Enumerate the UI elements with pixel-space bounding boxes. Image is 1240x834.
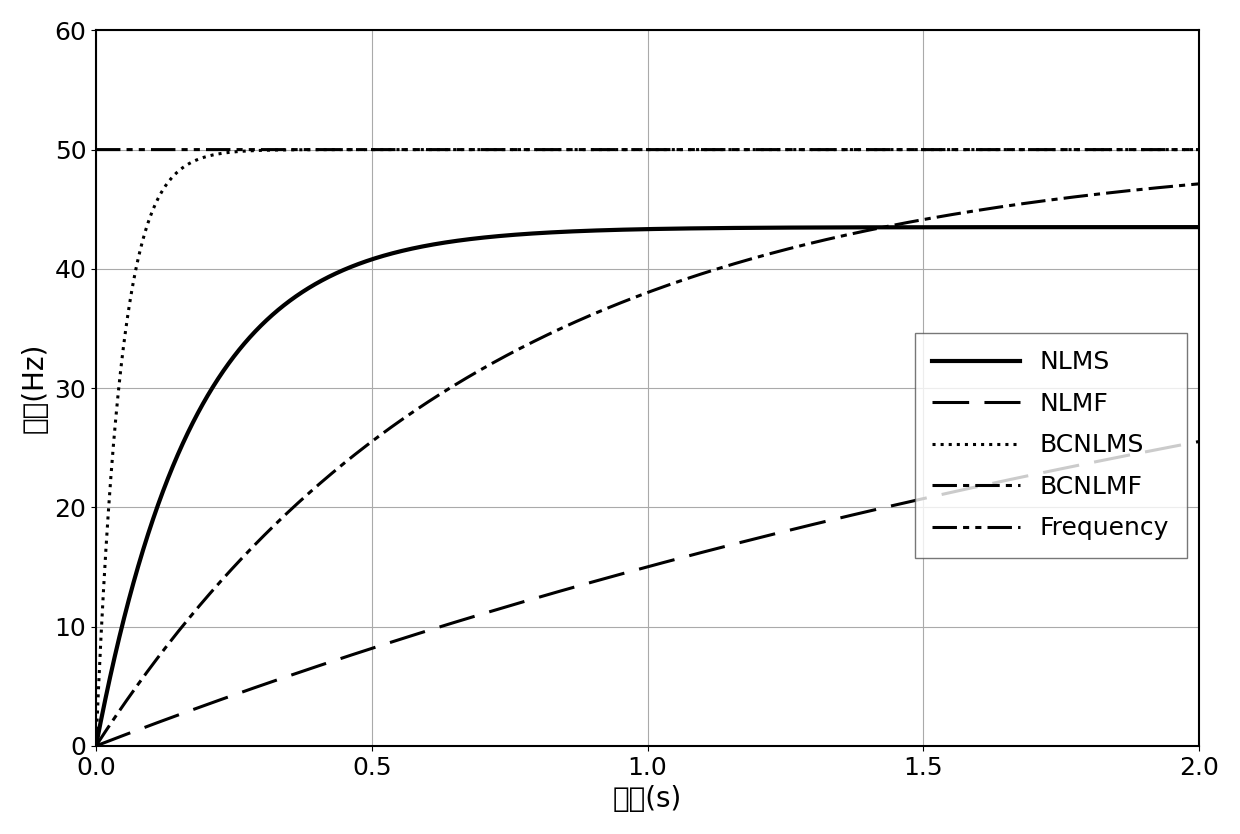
NLMF bbox=[552, 586, 567, 596]
NLMF bbox=[613, 570, 627, 580]
BCNLMS bbox=[88, 741, 103, 751]
Line: BCNLMS: BCNLMS bbox=[95, 149, 1199, 746]
BCNLMF bbox=[1158, 182, 1173, 192]
BCNLMS bbox=[1018, 144, 1033, 154]
Line: BCNLMF: BCNLMF bbox=[95, 183, 1199, 746]
NLMF bbox=[88, 741, 103, 751]
BCNLMF bbox=[1192, 178, 1207, 188]
BCNLMF bbox=[552, 324, 567, 334]
Frequency bbox=[1158, 144, 1173, 154]
BCNLMS bbox=[1104, 144, 1118, 154]
X-axis label: 时间(s): 时间(s) bbox=[613, 785, 682, 813]
Legend: NLMS, NLMF, BCNLMS, BCNLMF, Frequency: NLMS, NLMF, BCNLMS, BCNLMF, Frequency bbox=[915, 333, 1187, 558]
NLMF bbox=[1102, 454, 1117, 464]
NLMS bbox=[1158, 222, 1173, 232]
NLMS bbox=[88, 741, 103, 751]
NLMS bbox=[552, 227, 567, 237]
Line: NLMS: NLMS bbox=[95, 227, 1199, 746]
Y-axis label: 频率(Hz): 频率(Hz) bbox=[21, 343, 48, 434]
NLMS bbox=[1192, 222, 1207, 232]
NLMS bbox=[560, 227, 575, 237]
NLMS bbox=[613, 224, 627, 234]
NLMS bbox=[1102, 222, 1117, 232]
BCNLMS bbox=[890, 144, 905, 154]
BCNLMS bbox=[613, 144, 627, 154]
NLMS bbox=[890, 223, 905, 233]
Frequency bbox=[1192, 144, 1207, 154]
BCNLMF bbox=[613, 298, 627, 308]
Frequency bbox=[552, 144, 567, 154]
NLMF bbox=[890, 500, 905, 510]
BCNLMF bbox=[560, 320, 575, 330]
NLMF bbox=[560, 584, 575, 594]
Frequency bbox=[88, 144, 103, 154]
BCNLMS bbox=[552, 144, 567, 154]
Frequency bbox=[1102, 144, 1117, 154]
BCNLMS bbox=[560, 144, 575, 154]
NLMF bbox=[1192, 436, 1207, 446]
Line: NLMF: NLMF bbox=[95, 441, 1199, 746]
BCNLMS bbox=[1192, 144, 1207, 154]
NLMF bbox=[1158, 443, 1173, 453]
Frequency bbox=[613, 144, 627, 154]
Frequency bbox=[890, 144, 905, 154]
Frequency bbox=[560, 144, 575, 154]
BCNLMF bbox=[1102, 188, 1117, 198]
BCNLMS bbox=[1158, 144, 1173, 154]
BCNLMF bbox=[88, 741, 103, 751]
BCNLMF bbox=[890, 219, 905, 229]
